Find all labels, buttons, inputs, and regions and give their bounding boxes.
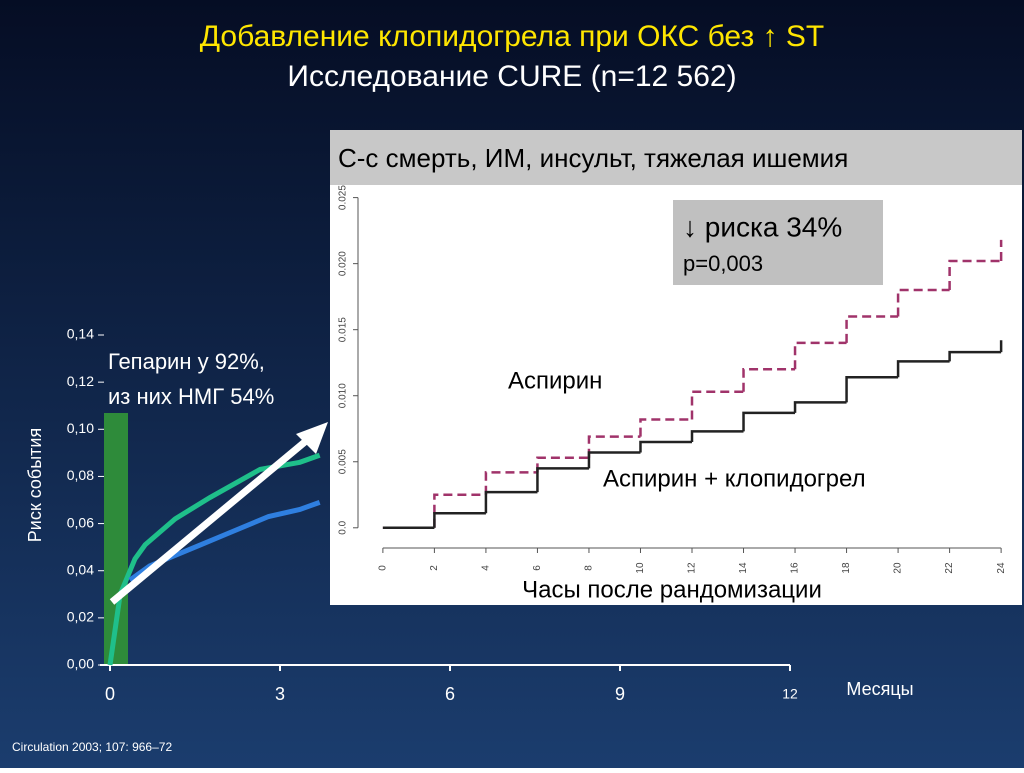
inset-header — [330, 130, 1022, 185]
x-tick-label: 6 — [445, 684, 455, 704]
x-tick-label: 4 — [481, 565, 492, 571]
x-axis-label: Часы после рандомизации — [522, 576, 822, 603]
annotation-box — [673, 200, 883, 285]
x-tick-label: 12 — [782, 686, 798, 702]
y-tick-label: 0.005 — [338, 449, 349, 474]
x-tick-label: 22 — [944, 562, 955, 574]
slide-title: Добавление клопидогрела при ОКС без ↑ ST — [200, 20, 824, 53]
y-tick-label: 0,08 — [67, 467, 94, 483]
step-segment — [896, 360, 950, 378]
step-segment — [845, 315, 899, 343]
y-tick-label: 0.025 — [338, 185, 349, 210]
x-tick-label: 6 — [532, 565, 543, 571]
annotation: p=0,003 — [683, 251, 763, 276]
step-segment — [587, 451, 641, 469]
step-segment — [433, 512, 486, 528]
x-tick-label: 0 — [378, 565, 389, 571]
step-segment — [639, 440, 692, 453]
step-segment — [484, 471, 538, 495]
y-tick-label: 0,14 — [67, 326, 94, 342]
arrow — [109, 433, 315, 605]
step-segment — [948, 350, 1002, 362]
y-tick-label: 0.015 — [338, 317, 349, 342]
y-tick-label: 0,04 — [67, 561, 94, 577]
series-label: Аспирин + клопидогрел — [603, 465, 866, 492]
y-tick-label: 0.0 — [338, 520, 349, 534]
x-tick-label: 12 — [687, 562, 698, 574]
x-tick-label: 8 — [584, 565, 595, 571]
note: Гепарин у 92%, — [108, 349, 265, 374]
annotation: ↓ риска 34% — [683, 211, 842, 242]
slide-subtitle: Исследование CURE (n=12 562) — [287, 60, 736, 93]
x-tick-label: 16 — [790, 562, 801, 574]
step-segment — [484, 490, 538, 514]
x-tick-label: 14 — [738, 562, 749, 574]
overlay: Гепарин у 92%, из них НМГ 54% — [108, 349, 328, 605]
arrow-head — [296, 422, 328, 454]
step-segment — [793, 401, 847, 413]
x-tick-label: 20 — [893, 562, 904, 574]
background-chart: 0 3 6 9 12 0,00 0,02 0,04 0,06 0,08 0,10 0,12 0,14 Ри… — [25, 326, 914, 704]
step-segment — [536, 467, 589, 493]
step-segment — [690, 430, 744, 442]
x-tick-label: 24 — [996, 562, 1007, 574]
x-tick-label: 2 — [429, 565, 440, 571]
step-segment — [433, 493, 486, 528]
y-tick-label: 0,12 — [67, 373, 94, 389]
step-segment — [793, 341, 847, 370]
y-tick-label: 0,02 — [67, 609, 94, 625]
series-label: Аспирин — [508, 367, 602, 394]
line-series — [128, 500, 321, 583]
x-tick-label: 18 — [841, 562, 852, 574]
step-segment — [587, 435, 641, 458]
x-tick-label: 9 — [615, 684, 625, 704]
step-segment — [845, 375, 899, 403]
y-axis-label: Риск события — [25, 428, 45, 542]
inset-chart: С-с смерть, ИМ, инсульт, тяжелая ишемия … — [330, 130, 1022, 605]
x-axis-label: Месяцы — [846, 679, 913, 699]
x-tick-label: 0 — [105, 684, 115, 704]
y-tick-label: 0.010 — [338, 383, 349, 408]
note: из них НМГ 54% — [108, 384, 274, 409]
inset-title: С-с смерть, ИМ, инсульт, тяжелая ишемия — [338, 143, 848, 173]
step-segment — [896, 288, 950, 317]
line-series — [107, 452, 321, 666]
step-segment — [742, 411, 796, 432]
y-tick-label: 0,06 — [67, 514, 94, 530]
y-tick-label: 0,00 — [67, 656, 94, 672]
y-tick-label: 0.020 — [338, 251, 349, 276]
step-segment — [948, 259, 1002, 291]
step-segment — [690, 390, 744, 420]
x-tick-label: 3 — [275, 684, 285, 704]
x-tick-label: 10 — [635, 562, 646, 574]
source: Circulation 2003; 107: 966–72 — [12, 740, 172, 754]
step-segment — [639, 418, 692, 437]
step-segment — [742, 368, 796, 392]
y-tick-label: 0,10 — [67, 420, 94, 436]
